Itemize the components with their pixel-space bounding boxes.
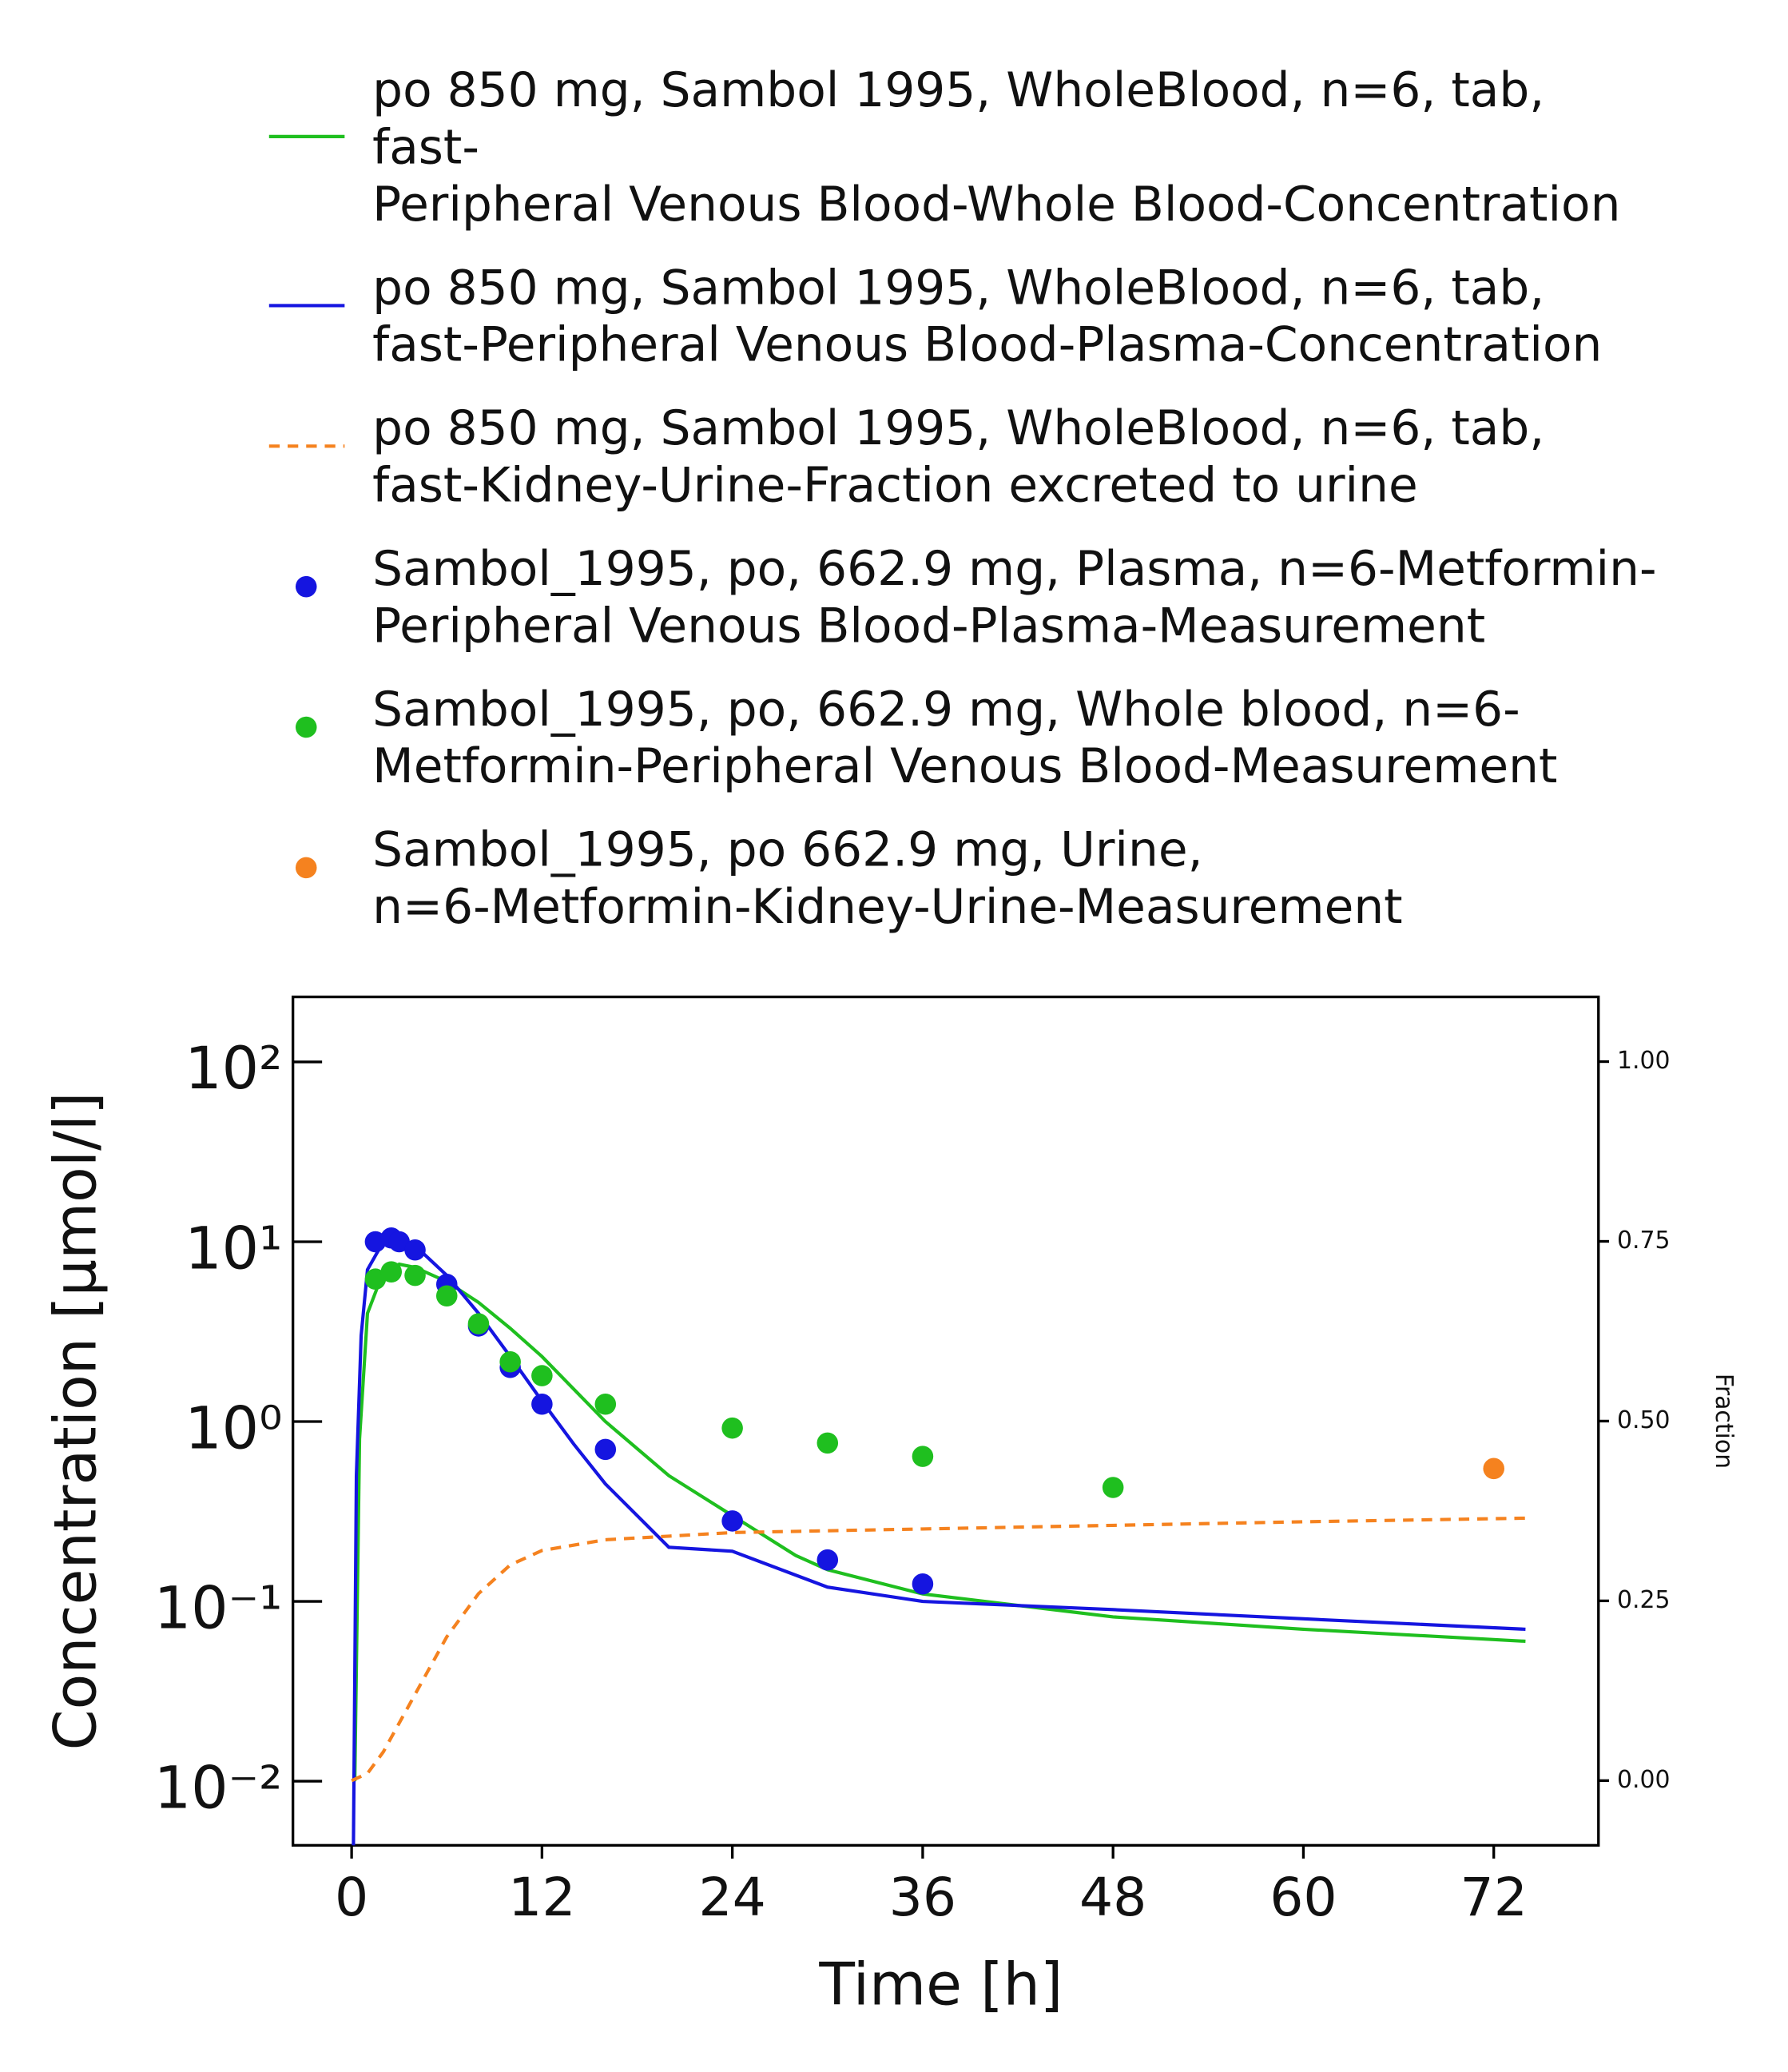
legend-marker	[295, 857, 317, 879]
y2-tick-label: 0.75	[1617, 1227, 1670, 1255]
data-point	[467, 1313, 490, 1334]
data-point	[364, 1268, 387, 1290]
data-point	[404, 1239, 426, 1261]
data-point	[435, 1285, 458, 1307]
data-point	[404, 1264, 426, 1287]
data-point	[380, 1261, 403, 1283]
data-point	[531, 1365, 553, 1386]
plot-frame	[291, 995, 1600, 1847]
data-point	[594, 1393, 617, 1415]
series-line	[352, 1236, 1526, 1846]
data-point	[912, 1446, 934, 1467]
data-point	[817, 1432, 839, 1454]
data-point	[364, 1231, 387, 1253]
x-tick-label: 72	[1460, 1866, 1527, 1928]
data-point	[817, 1549, 839, 1571]
x-tick-label: 60	[1269, 1866, 1337, 1928]
legend-label: Sambol_1995, po, 662.9 mg, Whole blood, …	[372, 682, 1557, 793]
x-tick-label: 12	[508, 1866, 575, 1928]
legend-marker	[295, 716, 317, 738]
y-axis-label: Concentration [µmol/l]	[42, 1092, 110, 1751]
x-axis-label: Time [h]	[818, 1951, 1063, 2018]
data-point	[594, 1438, 617, 1461]
legend-label: Sambol_1995, po 662.9 mg, Urine, n=6-Metf…	[372, 822, 1402, 934]
legend-label: po 850 mg, Sambol 1995, WholeBlood, n=6,…	[372, 260, 1602, 372]
data-point	[721, 1417, 743, 1439]
series-line	[353, 1262, 1526, 1782]
x-tick-label: 36	[889, 1866, 956, 1928]
x-tick-label: 0	[335, 1866, 368, 1928]
y2-tick-label: 0.00	[1617, 1766, 1670, 1794]
y-tick-label: 10⁰	[185, 1394, 282, 1462]
data-point	[721, 1510, 743, 1532]
y2-tick-label: 0.25	[1617, 1586, 1670, 1614]
data-point	[499, 1350, 521, 1373]
y-tick-label: 10¹	[185, 1215, 282, 1283]
data-point	[912, 1573, 934, 1595]
y2-tick-label: 0.50	[1617, 1406, 1670, 1434]
series-line	[351, 1516, 1526, 1783]
legend-label: po 850 mg, Sambol 1995, WholeBlood, n=6,…	[372, 401, 1544, 513]
y2-tick-label: 1.00	[1617, 1047, 1670, 1075]
y-tick-label: 10²	[185, 1035, 282, 1103]
legend-label: Sambol_1995, po, 662.9 mg, Plasma, n=6-M…	[372, 542, 1656, 654]
data-point	[388, 1231, 410, 1253]
legend-label: po 850 mg, Sambol 1995, WholeBlood, n=6,…	[372, 63, 1620, 233]
x-tick-label: 24	[698, 1866, 765, 1928]
y2-axis-label: Fraction	[1710, 1374, 1738, 1469]
data-point	[1483, 1458, 1504, 1480]
legend-marker	[295, 575, 317, 598]
x-tick-label: 48	[1079, 1866, 1146, 1928]
data-point	[1102, 1477, 1124, 1498]
data-point	[531, 1393, 553, 1415]
y-tick-label: 10⁻²	[154, 1754, 283, 1822]
plot-area	[351, 1227, 1526, 1846]
y-tick-label: 10⁻¹	[154, 1574, 283, 1642]
